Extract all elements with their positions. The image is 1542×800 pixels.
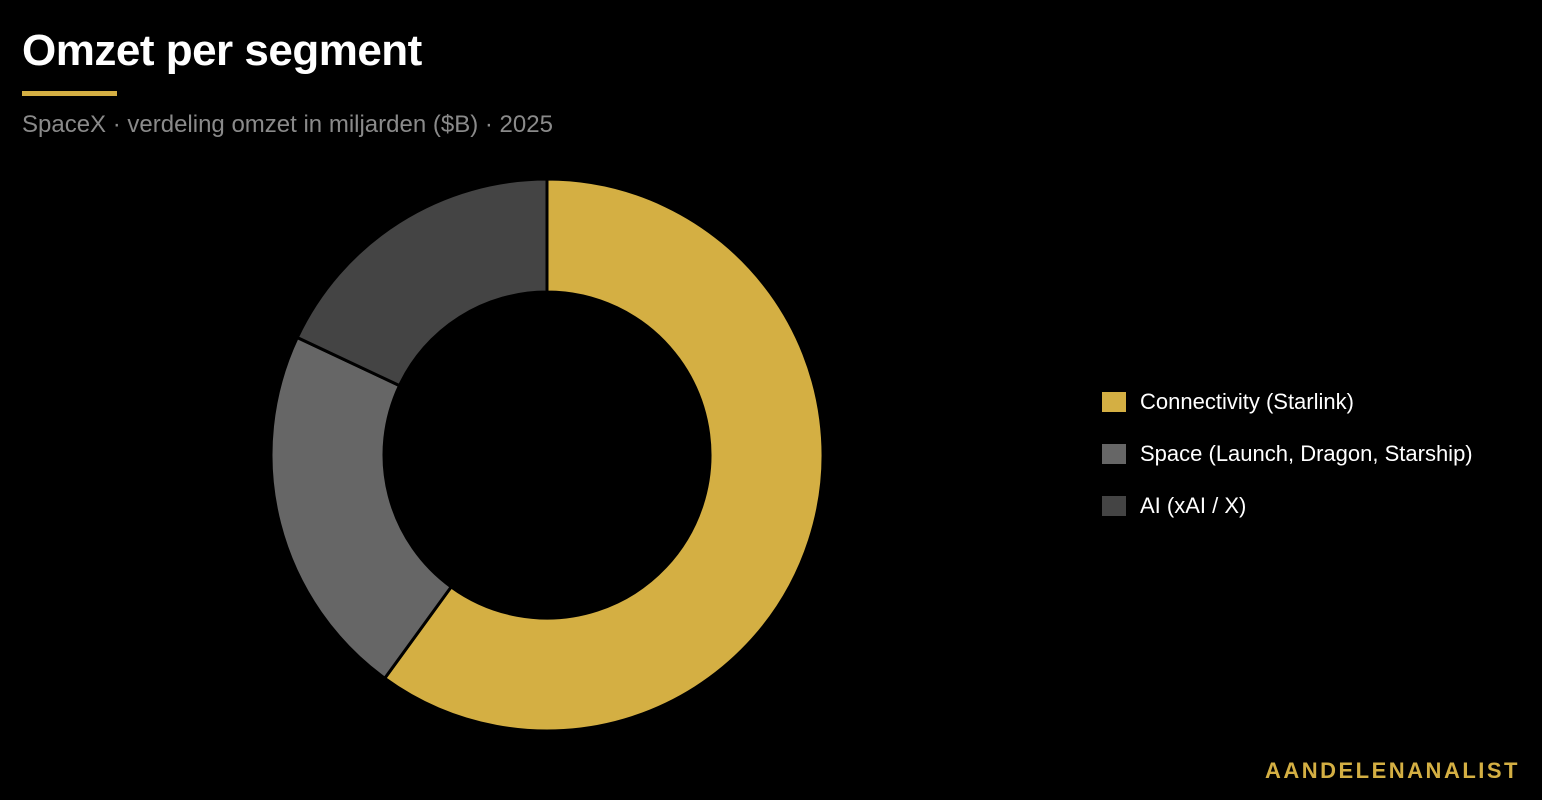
donut-slice-3 (295, 177, 549, 388)
donut-slice-1 (382, 177, 825, 733)
legend-label: AI (xAI / X) (1140, 493, 1247, 518)
title-underline (22, 91, 117, 96)
legend-swatch (1102, 496, 1126, 516)
legend-swatch (1102, 444, 1126, 464)
legend-item: Connectivity (Starlink) (1102, 388, 1473, 416)
page-title: Omzet per segment (22, 26, 422, 75)
brand-wordmark: AANDELENANALIST (1264, 758, 1520, 783)
legend-label: Space (Launch, Dragon, Starship) (1140, 441, 1473, 466)
page-subtitle: SpaceX · verdeling omzet in miljarden ($… (22, 111, 553, 138)
legend-swatch (1102, 392, 1126, 412)
donut-slice-2 (269, 335, 454, 681)
legend-label: Connectivity (Starlink) (1140, 389, 1354, 414)
legend-item: Space (Launch, Dragon, Starship) (1102, 440, 1473, 468)
chart-legend: Connectivity (Starlink) Space (Launch, Dr… (1102, 388, 1473, 544)
legend-item: AI (xAI / X) (1102, 492, 1473, 520)
